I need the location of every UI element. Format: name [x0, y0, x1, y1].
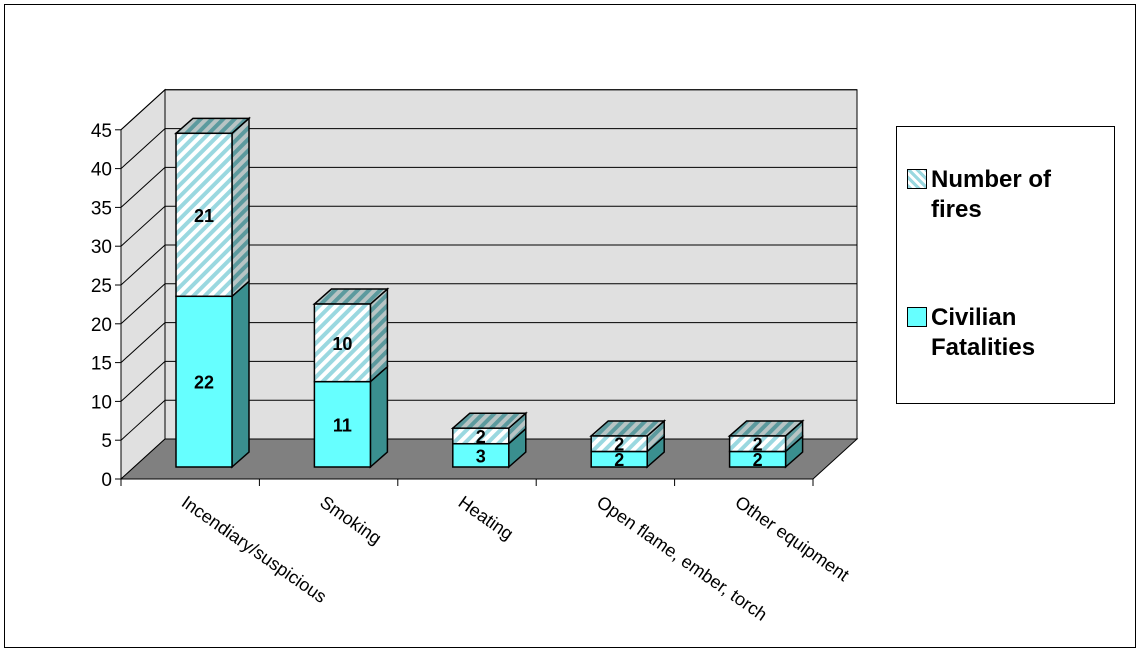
legend-swatch-solid: [907, 307, 927, 327]
gridline-side: [120, 283, 166, 325]
bar-stack: [174, 116, 251, 469]
data-label-number-of-fires: 2: [476, 427, 486, 447]
bar-stack: [589, 419, 667, 469]
gridline-side: [120, 244, 166, 286]
y-tick-label: 30: [91, 237, 112, 258]
bar-number-of-fires: [313, 303, 372, 383]
data-label-number-of-fires: 2: [753, 435, 763, 455]
y-tick-label: 20: [91, 315, 112, 336]
legend-label: Civilian Fatalities: [931, 304, 1036, 361]
y-tick-label: 35: [91, 198, 112, 219]
data-label-number-of-fires: 21: [194, 206, 214, 226]
gridline-side: [120, 361, 166, 402]
data-label-number-of-fires: 10: [332, 334, 352, 354]
bar-stack: [450, 411, 528, 469]
bar-stack: [727, 419, 805, 469]
data-label-civilian-fatalities: 2: [614, 450, 624, 470]
bars: [174, 116, 805, 469]
y-tick-label: 40: [91, 160, 112, 181]
legend-item-civilian-fatalities[interactable]: Civilian Fatalities: [907, 303, 1101, 363]
x-tick-label: Other equipment: [732, 492, 853, 585]
y-axis: 0 5 10 15 20 25 30 35 40 45: [91, 121, 122, 491]
x-tick-label: Incendiary/suspicious: [178, 492, 330, 607]
bar-number-of-fires: [590, 435, 648, 453]
gridline-side: [120, 167, 166, 208]
y-tick-label: 10: [91, 392, 112, 413]
gridline-side: [120, 399, 166, 441]
bar-number-of-fires: [175, 132, 233, 298]
bar-side-number-of-fires: [369, 287, 389, 384]
y-tick-label: 5: [101, 431, 112, 452]
legend-swatch-hatched: [907, 169, 927, 189]
x-tick-label: Smoking: [316, 492, 385, 549]
bar-side-civilian-fatalities: [231, 279, 250, 469]
data-label-civilian-fatalities: 2: [753, 450, 763, 470]
data-label-civilian-fatalities: 22: [194, 373, 214, 393]
gridlines: [120, 89, 857, 441]
bar-civilian-fatalities: [175, 295, 233, 468]
bar-side-number-of-fires: [231, 116, 250, 298]
bar-stack: [312, 287, 390, 469]
gridline-side: [120, 205, 166, 247]
bar-civilian-fatalities: [313, 380, 372, 468]
gridline-side: [120, 128, 166, 169]
bar-number-of-fires: [728, 435, 787, 453]
data-label-civilian-fatalities: 3: [476, 446, 486, 466]
gridline-side: [120, 322, 166, 363]
y-tick-label: 0: [101, 470, 112, 491]
data-label-civilian-fatalities: 11: [333, 415, 352, 435]
bar-number-of-fires: [452, 427, 510, 445]
legend-label: Number of fires: [931, 166, 1051, 223]
y-tick-label: 45: [91, 121, 112, 142]
gridline-side: [120, 89, 166, 131]
back-wall: [164, 89, 858, 440]
y-tick-label: 25: [91, 276, 112, 297]
legend: Number of fires Civilian Fatalities: [896, 126, 1115, 404]
y-tick-label: 15: [91, 354, 112, 375]
data-label-number-of-fires: 2: [614, 435, 624, 455]
legend-item-number-of-fires[interactable]: Number of fires: [907, 165, 1101, 225]
bar-side-civilian-fatalities: [369, 364, 389, 469]
x-tick-label: Heating: [455, 492, 517, 544]
